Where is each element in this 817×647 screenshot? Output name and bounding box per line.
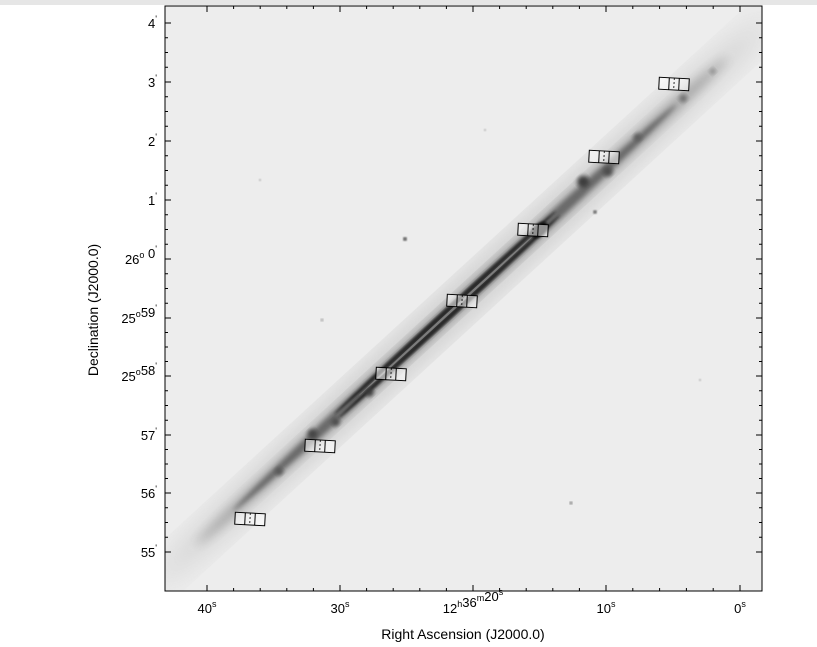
y-tick-label: 57': [141, 426, 157, 443]
slit-markers: [234, 76, 690, 527]
x-tick-label: 30s: [331, 599, 350, 616]
star-point: [258, 178, 262, 182]
y-tick-label: 3': [148, 73, 157, 90]
slit-marker: [304, 438, 336, 454]
y-tick-label: 2': [148, 132, 157, 149]
x-tick-label: 12h36m20s: [443, 587, 504, 616]
y-tick-label: 25o59': [121, 303, 157, 326]
y-tick-label: 55': [141, 543, 157, 560]
y-tick-label: 26o 0': [125, 244, 157, 267]
x-tick-label: 0s: [734, 599, 746, 616]
slit-marker: [588, 149, 620, 165]
y-tick-label: 1': [148, 191, 157, 208]
tick-marks: [165, 6, 762, 591]
top-strip: [0, 0, 817, 5]
star-point: [698, 378, 702, 382]
slit-marker: [658, 76, 690, 92]
slit-marker: [446, 293, 478, 309]
x-axis-title: Right Ascension (J2000.0): [381, 626, 544, 642]
y-tick-labels: 4' 3' 2' 1' 26o 0' 25o59' 25o58' 57' 56' 55': [121, 14, 157, 560]
slit-marker: [234, 511, 266, 527]
star-point: [569, 501, 573, 505]
star-point: [320, 318, 324, 322]
x-tick-labels: 40s 30s 12h36m20s 10s 0s: [198, 587, 747, 616]
plot-frame: [164, 5, 763, 592]
star-point: [403, 237, 407, 241]
star-point: [483, 128, 487, 132]
x-tick-label: 40s: [198, 599, 217, 616]
x-tick-label: 10s: [597, 599, 616, 616]
y-axis-title: Declination (J2000.0): [85, 244, 101, 376]
star-point: [593, 210, 597, 214]
y-tick-label: 56': [141, 484, 157, 501]
slit-marker: [517, 222, 549, 238]
y-tick-label: 25o58': [121, 361, 157, 384]
y-tick-label: 4': [148, 14, 157, 31]
slit-marker: [375, 366, 407, 382]
